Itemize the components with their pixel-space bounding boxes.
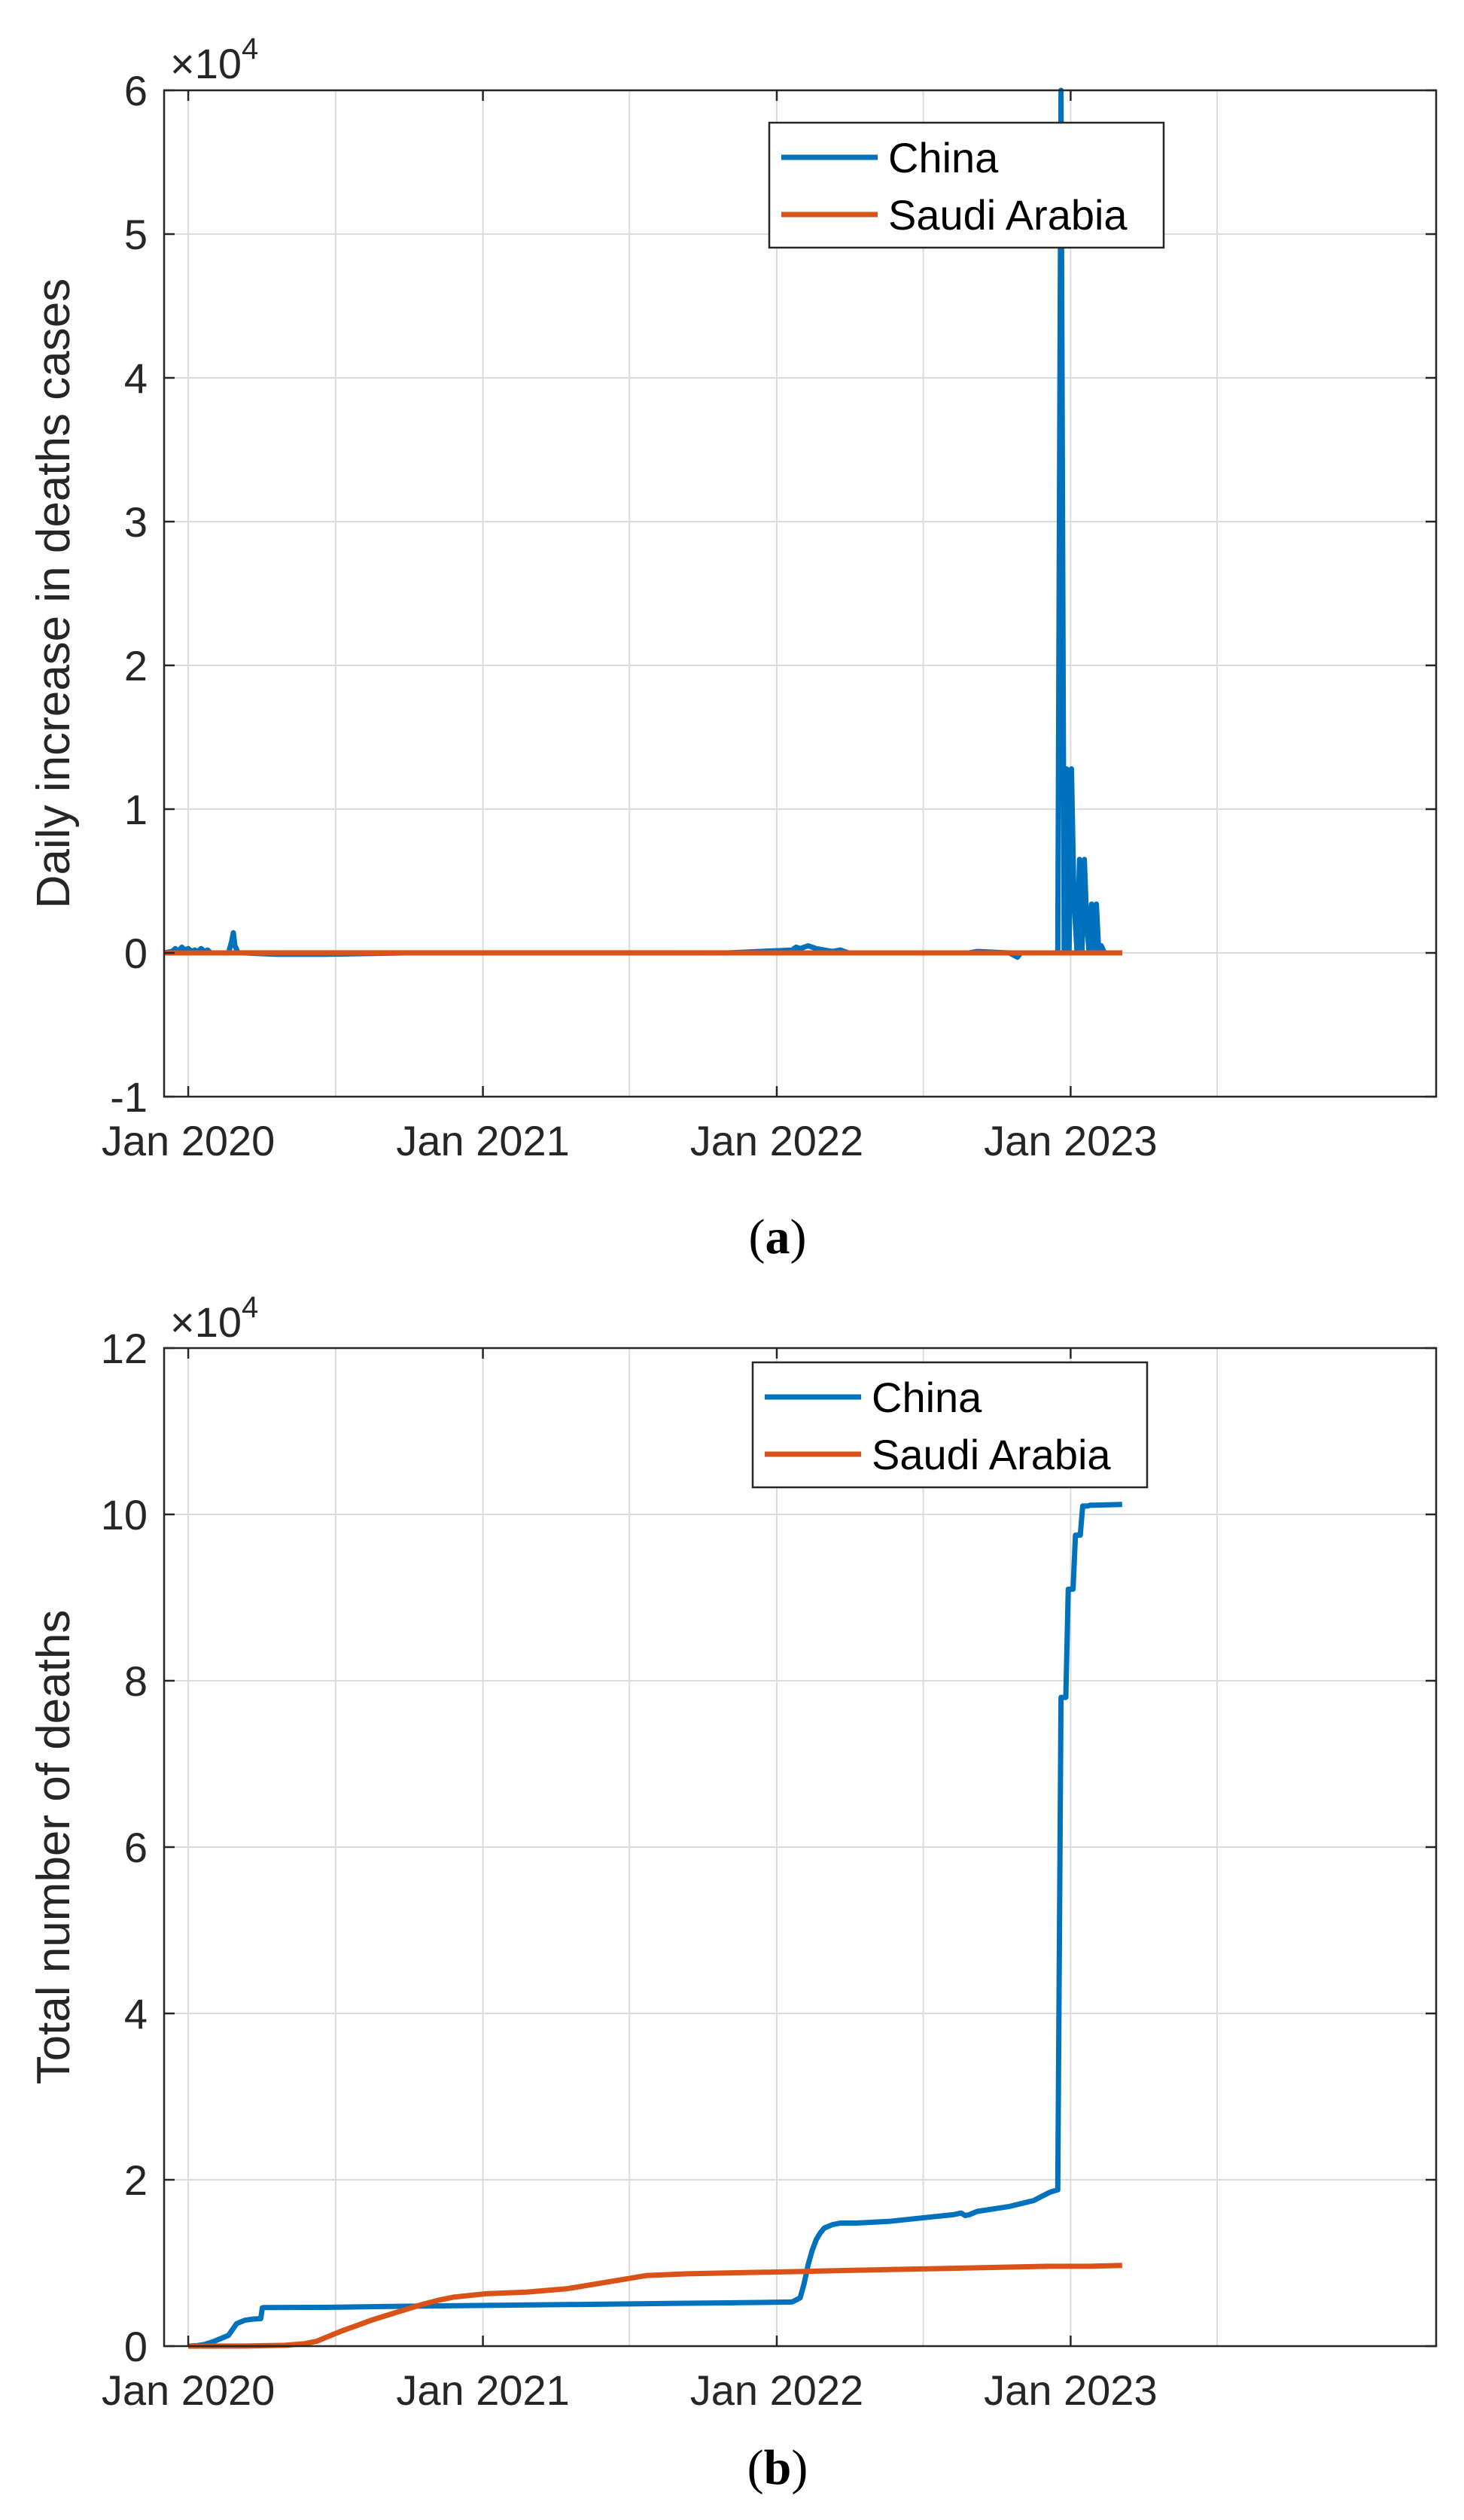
panel-b-xtick-label: Jan 2023	[984, 2366, 1157, 2414]
panel-a-ytick-label: 4	[124, 355, 148, 402]
panel-b-caption-open: (	[747, 2440, 764, 2495]
panel-a-ytick-label: 3	[124, 498, 148, 546]
panel-b-grid	[164, 1347, 1436, 2347]
panel-b-xtick-label: Jan 2021	[396, 2366, 569, 2414]
panel-a-xtick-label: Jan 2020	[102, 1117, 275, 1164]
panel-a-caption-letter: a	[765, 1210, 790, 1265]
panel-b-legend-saudi-label: Saudi Arabia	[872, 1431, 1111, 1478]
panel-a-caption-close: )	[790, 1210, 807, 1265]
panel-a-ytick-label: 6	[124, 67, 148, 114]
panel-a: -1 0 1 2 3 4 5 6 Jan 2020 Jan 2021 Jan 2022 Jan 202…	[28, 32, 1438, 1265]
panel-b-ticks: 0 2 4 6 8 10 12 Jan 2020 Jan 2021 Jan 2022 Jan 202…	[101, 1325, 1436, 2414]
panel-a-legend: China Saudi Arabia	[768, 121, 1165, 249]
panel-a-caption-open: (	[749, 1210, 765, 1265]
panel-b-y-multiplier: ×104	[170, 1291, 258, 1346]
panel-b-legend-box	[751, 1361, 1149, 1489]
panel-b-series	[187, 1502, 1122, 2349]
panel-b-series-saudi-arabia-line	[188, 2263, 1122, 2349]
panel-a-caption: (a)	[749, 1210, 807, 1265]
panel-b-ytick-label: 4	[124, 1990, 148, 2038]
panel-a-y-multiplier-base: ×10	[170, 40, 242, 87]
panel-a-ytick-label: 2	[124, 642, 148, 689]
panel-b-xtick-label: Jan 2022	[690, 2366, 863, 2414]
panel-b-ytick-label: 8	[124, 1657, 148, 1705]
panel-a-series	[163, 87, 1122, 960]
panel-a-ytick-label: 5	[124, 211, 148, 258]
panel-b-xtick-label: Jan 2020	[102, 2366, 275, 2414]
panel-a-xtick-label: Jan 2021	[396, 1117, 569, 1164]
panel-a-xtick-label: Jan 2023	[984, 1117, 1157, 1164]
panel-b-caption: (b)	[747, 2440, 808, 2495]
panel-b-caption-letter: b	[764, 2440, 792, 2495]
panel-b-legend-china-label: China	[872, 1374, 982, 1421]
panel-b-ytick-label: 2	[124, 2156, 148, 2204]
panel-b-legend: China Saudi Arabia	[751, 1361, 1149, 1489]
panel-a-legend-box	[768, 121, 1165, 249]
panel-a-y-label: Daily increase in deaths cases	[28, 278, 80, 908]
panel-b-y-multiplier-exponent: 4	[242, 1291, 258, 1324]
panel-a-ytick-label: 1	[124, 786, 148, 833]
panel-b-series-china-line	[187, 1502, 1122, 2349]
panel-a-ytick-label: 0	[124, 930, 148, 977]
panel-b-y-label: Total number of deaths	[28, 1610, 80, 2085]
panel-a-legend-saudi-label: Saudi Arabia	[888, 191, 1128, 239]
panel-b-ytick-label: 0	[124, 2323, 148, 2370]
panel-a-legend-china-label: China	[888, 134, 999, 181]
panel-a-xtick-label: Jan 2022	[690, 1117, 863, 1164]
panel-b-ytick-label: 12	[101, 1325, 148, 1372]
panel-b: 0 2 4 6 8 10 12 Jan 2020 Jan 2021 Jan 2022 Jan 202…	[28, 1291, 1438, 2495]
panel-b-y-multiplier-base: ×10	[170, 1298, 242, 1346]
panel-a-y-multiplier-exponent: 4	[242, 32, 258, 65]
panel-a-ticks: -1 0 1 2 3 4 5 6 Jan 2020 Jan 2021 Jan 2022 Jan 202…	[102, 67, 1436, 1164]
panel-a-grid	[164, 90, 1436, 1097]
panel-a-axes-box	[163, 89, 1438, 1098]
panel-a-ytick-label: -1	[110, 1073, 148, 1121]
panel-a-y-multiplier: ×104	[170, 32, 258, 87]
panel-b-ytick-label: 10	[101, 1491, 148, 1538]
panel-b-caption-close: )	[791, 2440, 808, 2495]
panel-b-ytick-label: 6	[124, 1824, 148, 1871]
